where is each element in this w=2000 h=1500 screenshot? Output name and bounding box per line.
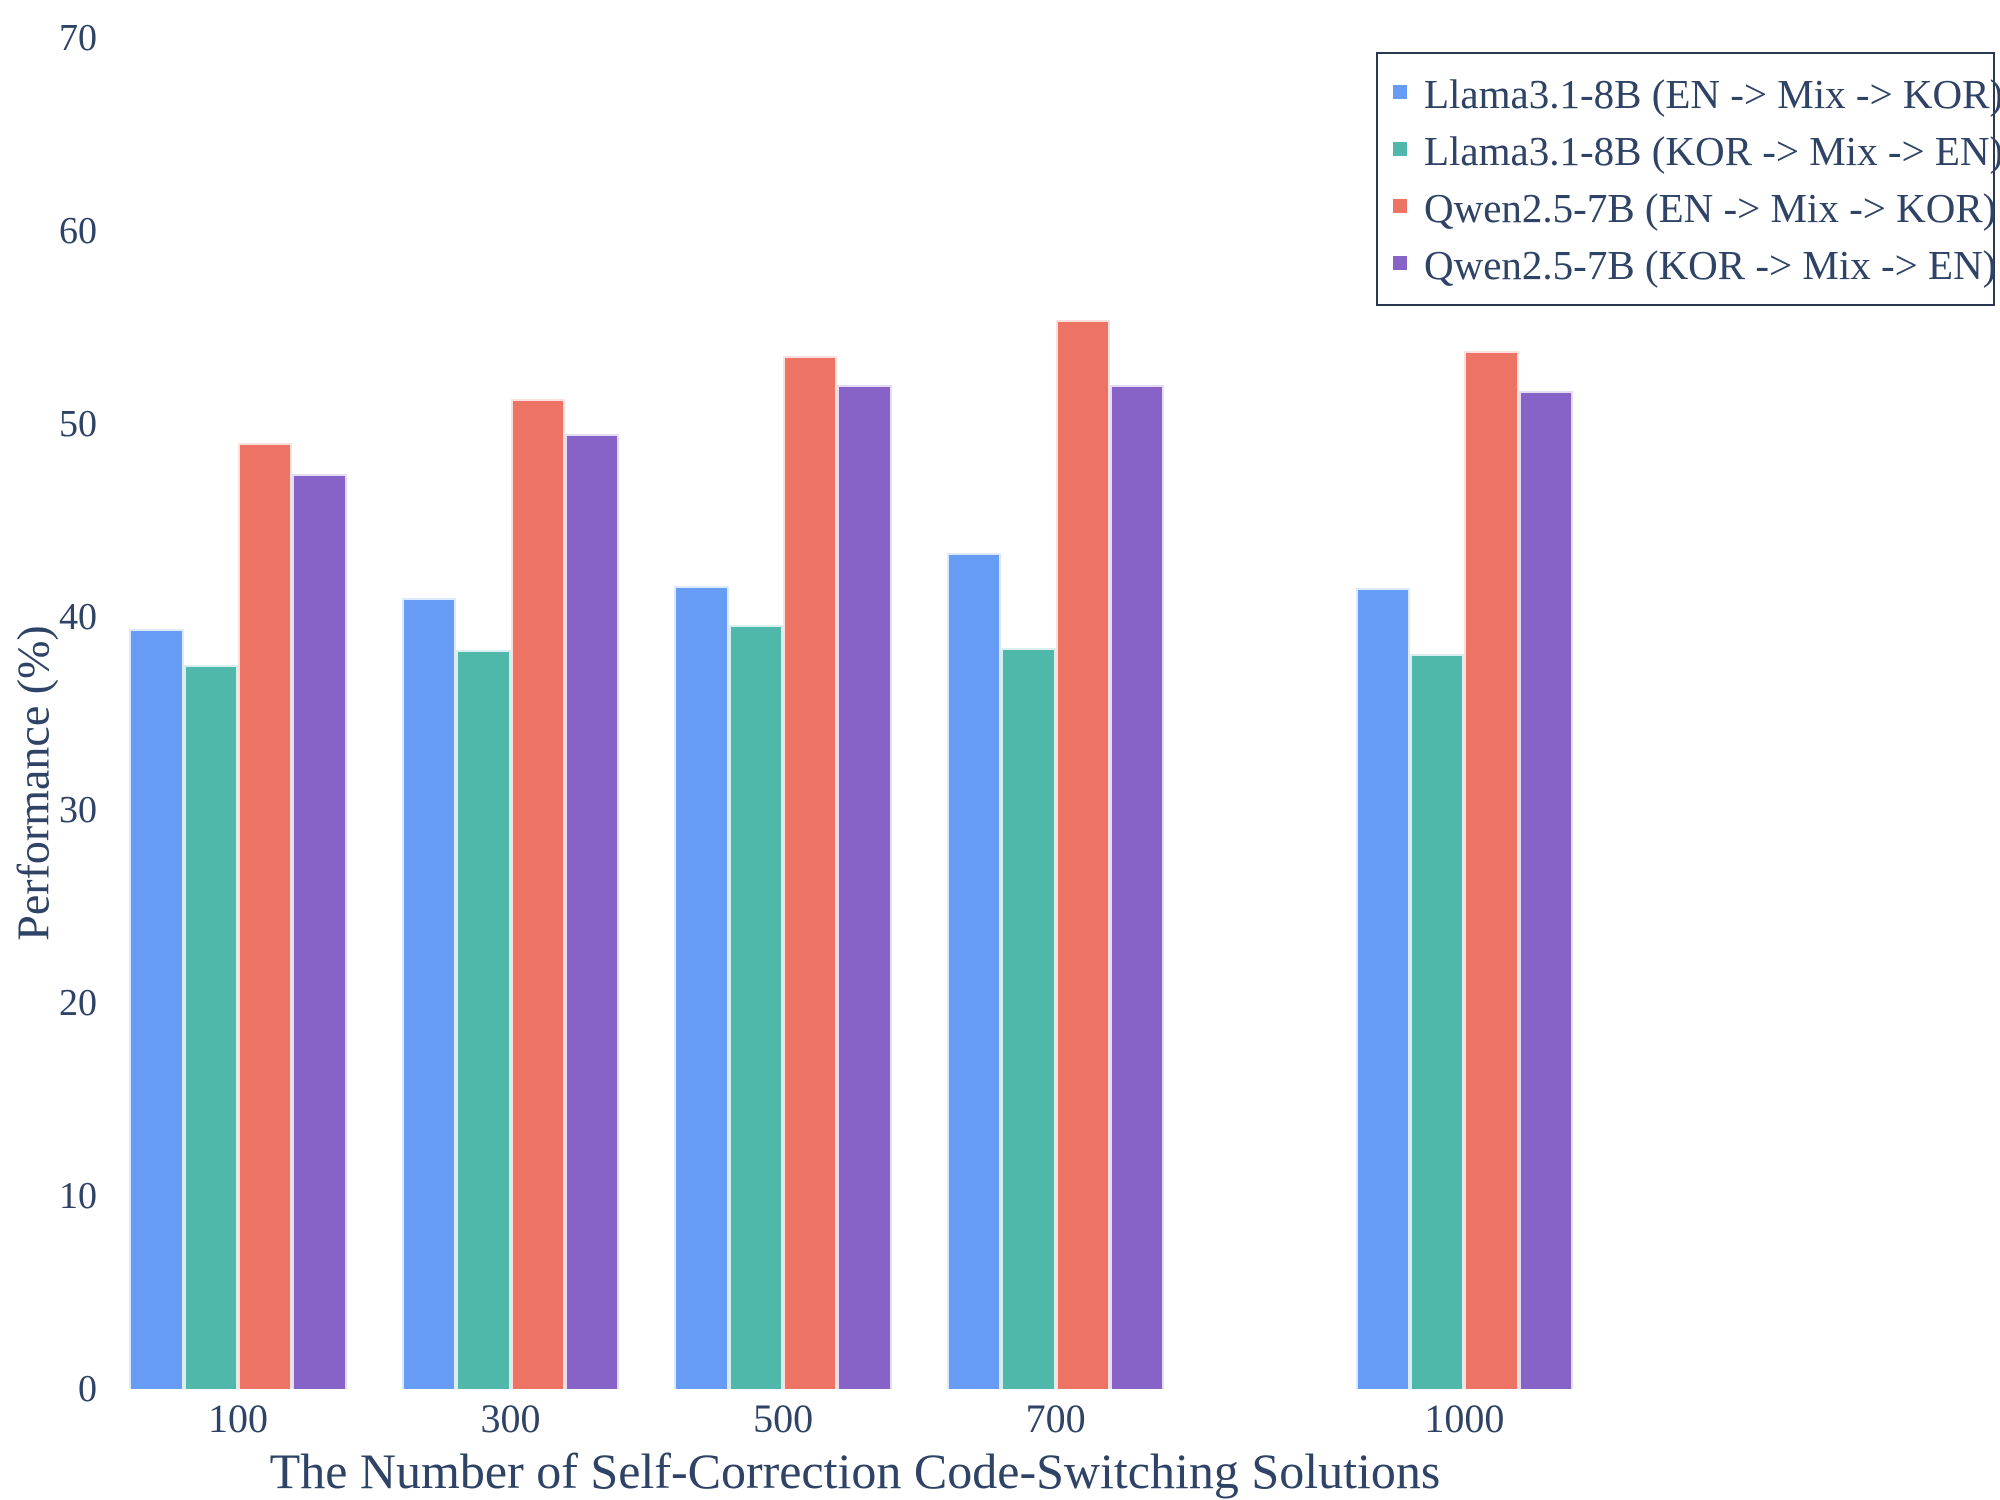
legend-swatch-icon <box>1393 198 1407 213</box>
y-tick-label: 0 <box>78 1368 97 1410</box>
legend: Llama3.1-8B (EN -> Mix -> KOR) Llama3.1-8… <box>1376 52 2000 306</box>
legend-label: Llama3.1-8B (KOR -> Mix -> EN) <box>1424 127 2000 174</box>
x-tick-label: 500 <box>753 1396 814 1441</box>
y-tick-label: 50 <box>59 403 97 445</box>
legend-label: Llama3.1-8B (EN -> Mix -> KOR) <box>1424 70 2000 117</box>
bar-series1-x700 <box>947 553 1002 1389</box>
y-tick-label: 70 <box>59 17 97 59</box>
x-tick-label: 300 <box>480 1396 541 1441</box>
bar-series3-x500 <box>783 356 838 1389</box>
legend-swatch-icon <box>1393 141 1407 156</box>
bar-series1-x100 <box>129 628 184 1389</box>
legend-item-series1: Llama3.1-8B (EN -> Mix -> KOR) <box>1393 65 2000 122</box>
y-tick-label: 10 <box>59 1175 97 1217</box>
bar-series1-x500 <box>674 586 729 1389</box>
bar-series3-x1000 <box>1464 350 1519 1389</box>
bar-series3-x700 <box>1055 319 1110 1389</box>
legend-swatch-icon <box>1393 84 1407 99</box>
bar-series4-x1000 <box>1518 391 1574 1389</box>
y-tick-label: 60 <box>59 210 97 252</box>
x-axis-title: The Number of Self-Correction Code-Switc… <box>269 1443 1441 1499</box>
x-tick-label: 700 <box>1025 1396 1086 1441</box>
legend-swatch-icon <box>1393 255 1407 270</box>
bar-series1-x300 <box>401 597 457 1389</box>
bar-series4-x100 <box>292 474 347 1389</box>
bar-series4-x500 <box>837 385 892 1389</box>
bar-series2-x300 <box>456 649 511 1389</box>
y-tick-label: 40 <box>59 596 97 638</box>
bar-series2-x700 <box>1001 647 1056 1389</box>
bar-series1-x1000 <box>1355 588 1411 1389</box>
bar-series4-x700 <box>1109 385 1165 1389</box>
x-tick-label: 1000 <box>1424 1396 1505 1441</box>
bar-series2-x500 <box>728 624 784 1389</box>
y-tick-label: 20 <box>59 982 97 1024</box>
x-tick-label: 100 <box>208 1396 268 1441</box>
y-axis-title: Performance (%) <box>7 625 59 941</box>
legend-item-series4: Qwen2.5-7B (KOR -> Mix -> EN) <box>1393 236 1996 293</box>
legend-item-series2: Llama3.1-8B (KOR -> Mix -> EN) <box>1393 122 2000 179</box>
legend-item-series3: Qwen2.5-7B (EN -> Mix -> KOR) <box>1393 179 1996 236</box>
bar-series3-x300 <box>510 398 565 1389</box>
y-tick-label: 30 <box>59 789 97 831</box>
bar-series4-x300 <box>564 433 620 1389</box>
legend-label: Qwen2.5-7B (KOR -> Mix -> EN) <box>1424 241 1997 288</box>
bar-series3-x100 <box>238 443 293 1389</box>
bar-series2-x1000 <box>1410 653 1465 1389</box>
bar-series2-x100 <box>183 665 238 1389</box>
legend-label: Qwen2.5-7B (EN -> Mix -> KOR) <box>1424 184 1997 231</box>
